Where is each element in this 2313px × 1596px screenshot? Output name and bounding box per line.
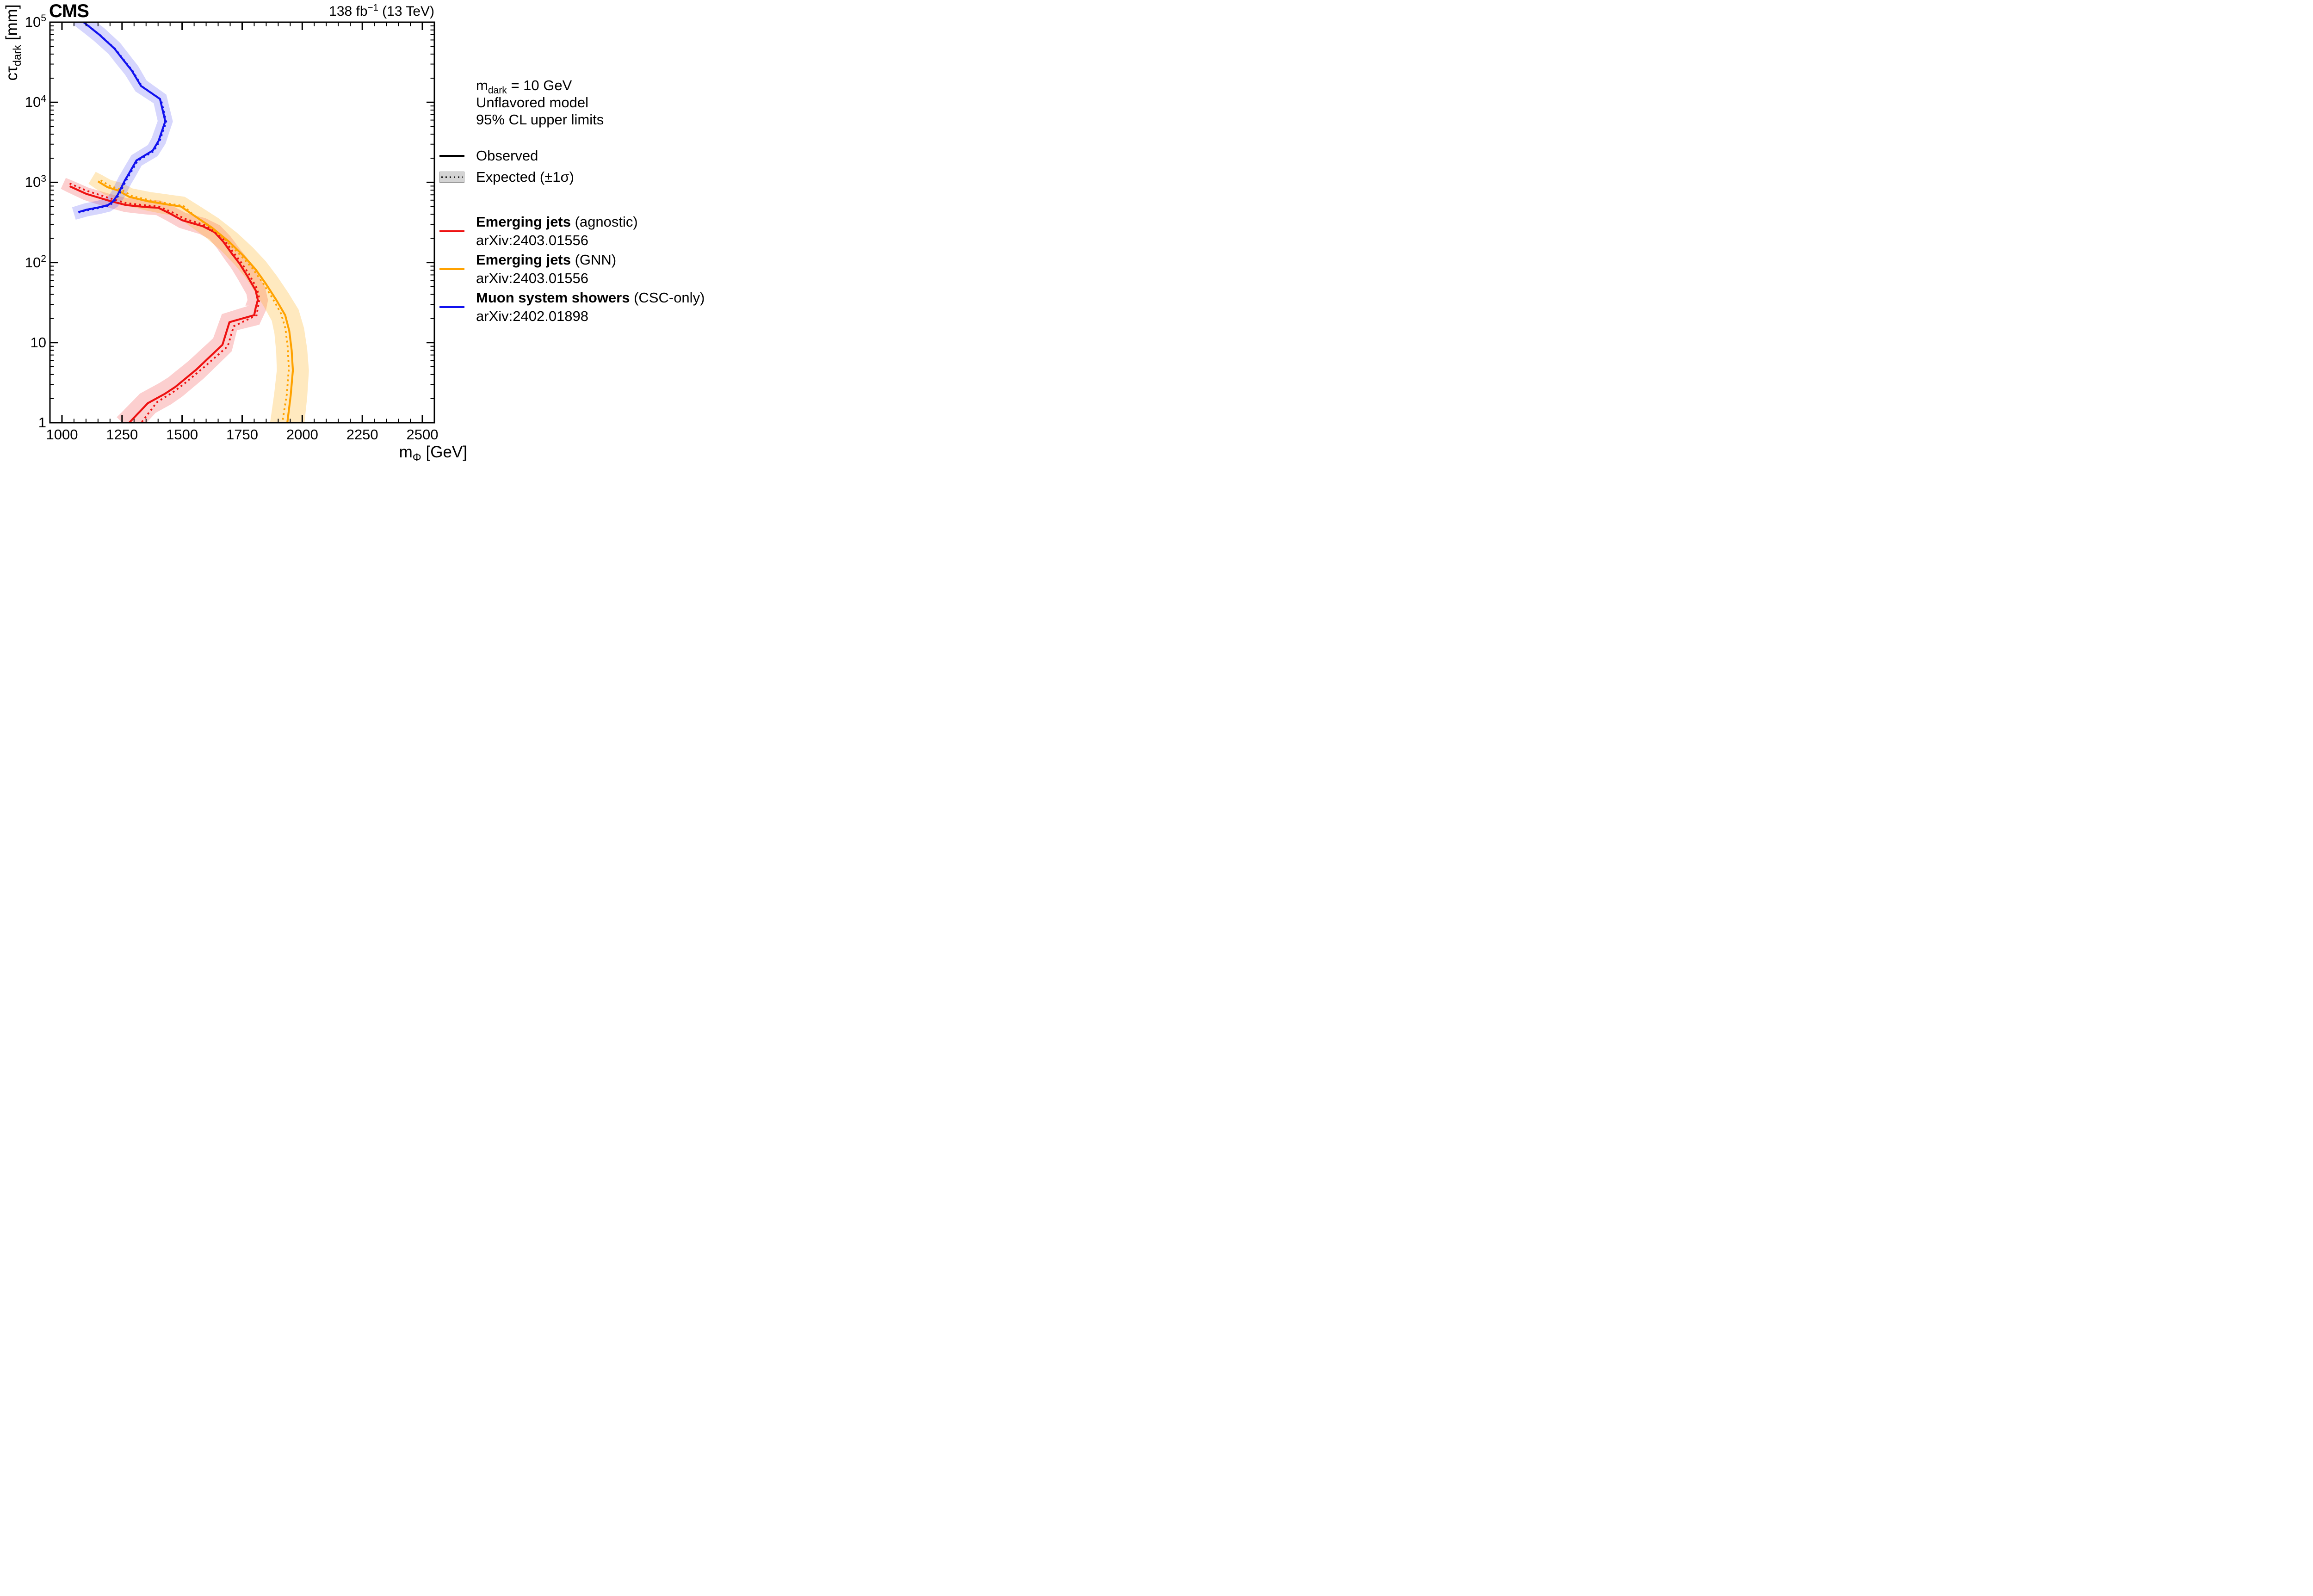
- text-part: 3: [41, 173, 46, 184]
- text-part: 1: [38, 414, 46, 431]
- text-part: Expected (±1σ): [476, 169, 574, 185]
- legend-observed-label: Observed: [476, 148, 538, 164]
- emerging-jets-agnostic-observed-curve: [69, 185, 259, 423]
- plot-frame: [49, 21, 435, 424]
- text-part: 5: [41, 13, 46, 24]
- text-part: (agnostic): [571, 214, 638, 230]
- x-tick-label-1000: 1000: [46, 426, 78, 443]
- text-part: 95% CL upper limits: [476, 111, 604, 128]
- observed-line-swatch: [439, 155, 464, 157]
- x-tick-label-1250: 1250: [106, 426, 138, 443]
- info-line-cl: 95% CL upper limits: [476, 111, 604, 128]
- x-tick-label-2250: 2250: [346, 426, 378, 443]
- text-part: 10: [25, 14, 41, 30]
- legend-emerging-jets-gnn-ref: arXiv:2403.01556: [476, 270, 589, 286]
- legend-expected-label: Expected (±1σ): [476, 169, 574, 185]
- cms-logo: CMS: [49, 1, 89, 21]
- y-tick-label-1e1: 10: [0, 334, 46, 351]
- text-part: [GeV]: [421, 443, 468, 461]
- text-part: −1: [367, 2, 378, 13]
- muon-system-showers-csc-observed-curve: [78, 22, 167, 213]
- legend-emerging-jets-agnostic-label: Emerging jets (agnostic): [476, 214, 638, 230]
- emerging-jets-gnn-line-swatch: [439, 268, 464, 270]
- x-tick-label-1500: 1500: [166, 426, 198, 443]
- x-tick-label-1750: 1750: [226, 426, 258, 443]
- emerging-jets-gnn-uncertainty-band: [88, 172, 309, 423]
- x-axis-title: mΦ [GeV]: [305, 443, 467, 462]
- text-part: Emerging jets: [476, 214, 571, 230]
- info-line-mdark: mdark = 10 GeV: [476, 77, 572, 96]
- text-part: Emerging jets: [476, 252, 571, 268]
- plot-area: [61, 22, 309, 423]
- text-part: Observed: [476, 148, 538, 164]
- y-axis-title: cτdark [mm]: [3, 4, 24, 81]
- text-part: cτ: [3, 66, 21, 81]
- muon-system-showers-csc-uncertainty-band: [72, 22, 173, 220]
- limit-plot-canvas: [49, 21, 435, 424]
- text-part: dark: [11, 44, 24, 67]
- text-part: 10: [25, 94, 41, 111]
- text-part: (GNN): [571, 252, 617, 268]
- text-part: 138 fb: [329, 4, 368, 19]
- emerging-jets-agnostic-expected-curve: [69, 183, 260, 423]
- y-tick-label-1e4: 104: [0, 93, 46, 111]
- axis-ticks: [50, 21, 434, 424]
- legend-emerging-jets-gnn-label: Emerging jets (GNN): [476, 252, 616, 268]
- text-part: [mm]: [3, 4, 21, 45]
- x-tick-label-2000: 2000: [286, 426, 318, 443]
- legend-muon-system-showers-label: Muon system showers (CSC-only): [476, 290, 705, 306]
- text-part: Unflavored model: [476, 94, 588, 111]
- y-tick-label-1e0: 1: [0, 414, 46, 431]
- text-part: 10: [25, 174, 41, 191]
- legend-muon-system-showers-ref: arXiv:2402.01898: [476, 308, 589, 324]
- text-part: Φ: [412, 451, 421, 462]
- muon-system-showers-line-swatch: [439, 306, 464, 308]
- text-part: dark: [488, 85, 507, 96]
- text-part: m: [399, 443, 413, 461]
- info-line-model: Unflavored model: [476, 94, 588, 111]
- y-tick-label-1e5: 105: [0, 13, 46, 31]
- emerging-jets-gnn-observed-curve: [97, 180, 294, 423]
- text-part: (13 TeV): [378, 4, 434, 19]
- text-part: 4: [41, 93, 46, 104]
- text-part: Muon system showers: [476, 290, 630, 306]
- legend-emerging-jets-agnostic-ref: arXiv:2403.01556: [476, 232, 589, 248]
- emerging-jets-agnostic-uncertainty-band: [61, 178, 268, 423]
- luminosity-label: 138 fb−1 (13 TeV): [329, 2, 434, 19]
- text-part: 2: [41, 253, 46, 264]
- expected-band-swatch: [439, 172, 464, 183]
- text-part: = 10 GeV: [507, 77, 572, 93]
- cms-limit-figure: 1000 1250 1500 1750 2000 2250 2500 1 10 102 103 104…: [0, 0, 711, 462]
- text-part: (CSC-only): [630, 290, 705, 306]
- y-tick-label-1e3: 103: [0, 173, 46, 191]
- emerging-jets-agnostic-line-swatch: [439, 230, 464, 232]
- expected-dotted-line-swatch: [441, 176, 463, 178]
- text-part: 10: [25, 254, 41, 271]
- y-tick-label-1e2: 102: [0, 253, 46, 271]
- text-part: m: [476, 77, 488, 93]
- text-part: 10: [30, 334, 46, 351]
- x-tick-label-2500: 2500: [406, 426, 439, 443]
